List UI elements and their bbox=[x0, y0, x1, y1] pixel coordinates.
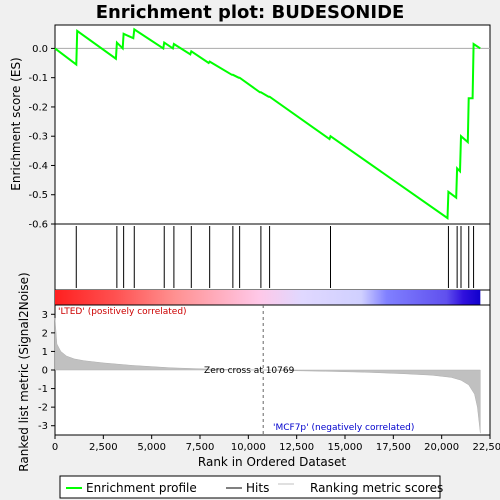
x-tick-label: 5,000 bbox=[137, 442, 166, 453]
x-tick-label: 2,500 bbox=[89, 442, 118, 453]
x-tick-label: 7,500 bbox=[186, 442, 215, 453]
x-axis-ticks: 0 2,500 5,000 7,500 10,000 12,500 15,000 17,500… bbox=[52, 435, 500, 453]
metric-y-ticks: 3 2 1 0 -1 -2 -3 bbox=[38, 310, 55, 432]
x-tick-label: 22,500 bbox=[473, 442, 500, 453]
metric-y-axis-label: Ranked list metric (Signal2Noise) bbox=[17, 272, 31, 471]
es-y-axis-label: Enrichment score (ES) bbox=[9, 57, 23, 190]
hits-plot-area bbox=[54, 223, 491, 291]
ranking-metric-area bbox=[54, 317, 481, 434]
es-y-ticks: 0.0 -0.1 -0.2 -0.3 -0.4 -0.5 -0.6 bbox=[28, 44, 55, 231]
legend: Enrichment profile Hits Ranking metric s… bbox=[59, 475, 443, 499]
legend-enrichment-label: Enrichment profile bbox=[86, 481, 197, 495]
es-y-tick-label: -0.1 bbox=[28, 73, 48, 84]
negative-correlation-label: 'MCF7p' (negatively correlated) bbox=[273, 423, 414, 433]
hits-panel bbox=[54, 223, 491, 291]
x-tick-label: 17,500 bbox=[376, 442, 411, 453]
es-y-tick-label: 0.0 bbox=[32, 44, 48, 55]
legend-metric-label: Ranking metric scores bbox=[310, 481, 443, 495]
metric-y-tick-label: 3 bbox=[42, 310, 48, 321]
x-tick-label: 12,500 bbox=[279, 442, 314, 453]
ranked-metric-panel: 3 2 1 0 -1 -2 -3 Zero cross at 10769 'LTED' (p… bbox=[17, 272, 491, 472]
legend-box bbox=[59, 475, 441, 499]
x-tick-label: 15,000 bbox=[328, 442, 363, 453]
es-y-tick-label: -0.6 bbox=[28, 220, 48, 231]
enrichment-score-panel: 0.0 -0.1 -0.2 -0.3 -0.4 -0.5 -0.6 Enrichment s… bbox=[9, 24, 491, 231]
es-y-tick-label: -0.4 bbox=[28, 161, 48, 172]
colorbar-gradient bbox=[55, 290, 481, 305]
metric-y-tick-label: -1 bbox=[38, 384, 48, 395]
metric-y-tick-label: -3 bbox=[38, 421, 48, 432]
x-tick-label: 20,000 bbox=[424, 442, 459, 453]
x-axis-label: Rank in Ordered Dataset bbox=[198, 455, 346, 469]
x-tick-label: 10,000 bbox=[231, 442, 266, 453]
x-tick-label: 0 bbox=[52, 442, 58, 453]
enrichment-profile-line bbox=[54, 27, 481, 220]
hit-markers bbox=[75, 226, 475, 288]
legend-hits-label: Hits bbox=[246, 481, 269, 495]
es-y-tick-label: -0.5 bbox=[28, 190, 48, 201]
metric-y-tick-label: -2 bbox=[38, 403, 48, 414]
es-plot-area bbox=[54, 24, 491, 225]
es-y-tick-label: -0.3 bbox=[28, 132, 48, 143]
es-y-tick-label: -0.2 bbox=[28, 102, 48, 113]
ranking-colorbar bbox=[54, 289, 491, 306]
metric-y-tick-label: 0 bbox=[42, 366, 48, 377]
metric-y-tick-label: 2 bbox=[42, 328, 48, 339]
chart-title: Enrichment plot: BUDESONIDE bbox=[96, 2, 405, 23]
zero-cross-label: Zero cross at 10769 bbox=[204, 366, 295, 376]
metric-y-tick-label: 1 bbox=[42, 347, 48, 358]
positive-correlation-label: 'LTED' (positively correlated) bbox=[58, 307, 187, 317]
